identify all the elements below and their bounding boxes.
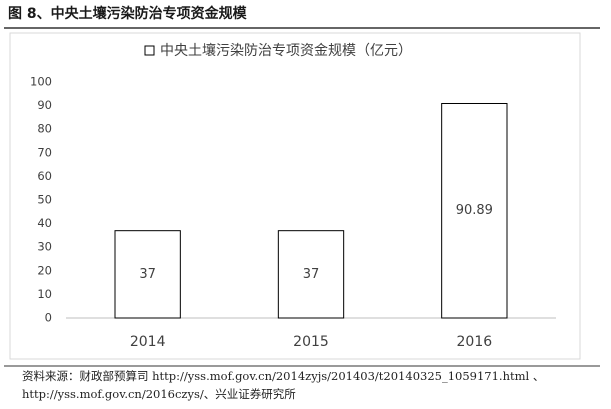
x-tick-label: 2014	[130, 334, 166, 350]
source-line: http://yss.mof.gov.cn/2016czys/、兴业证券研究所	[22, 387, 296, 401]
legend-label: 中央土壤污染防治专项资金规模（亿元）	[160, 42, 412, 59]
y-tick-label: 80	[37, 122, 52, 136]
bar	[114, 230, 181, 319]
x-tick-label: 2016	[457, 334, 493, 350]
y-tick-label: 90	[37, 98, 52, 112]
y-tick-label: 0	[45, 311, 52, 325]
chart-frame	[9, 32, 581, 360]
figure-title: 图 8、中央土壤污染防治专项资金规模	[8, 5, 248, 22]
y-tick-label: 70	[37, 145, 52, 159]
data-label: 37	[139, 267, 156, 282]
y-tick-label: 10	[37, 287, 52, 301]
legend-swatch	[144, 45, 155, 56]
bar	[277, 230, 345, 319]
data-label: 90.89	[456, 203, 493, 218]
y-tick-label: 50	[37, 193, 52, 207]
y-tick-label: 30	[37, 240, 52, 254]
bar	[441, 102, 508, 319]
x-tick-label: 2015	[293, 334, 329, 350]
data-label: 37	[303, 267, 320, 282]
y-tick-label: 100	[30, 75, 52, 89]
y-tick-label: 40	[37, 216, 52, 230]
y-tick-label: 20	[37, 263, 52, 277]
source-line: 资料来源：财政部预算司 http://yss.mof.gov.cn/2014zy…	[22, 369, 544, 383]
y-tick-label: 60	[37, 169, 52, 183]
